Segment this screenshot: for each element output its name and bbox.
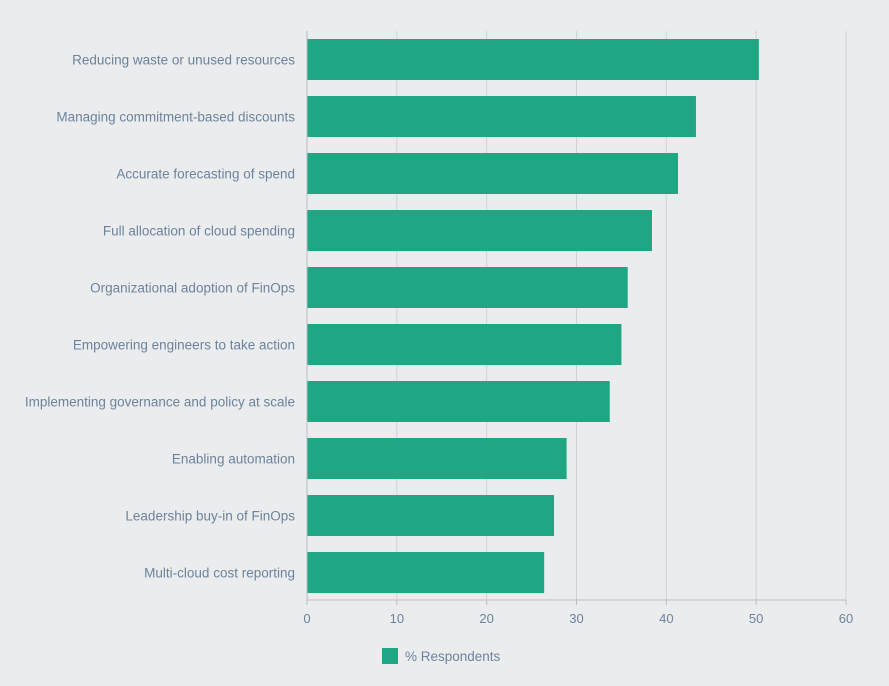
category-label: Enabling automation xyxy=(172,452,295,467)
category-label: Accurate forecasting of spend xyxy=(116,167,295,182)
bar[interactable] xyxy=(307,39,759,80)
bar[interactable] xyxy=(307,552,545,593)
category-label: Leadership buy-in of FinOps xyxy=(125,509,295,524)
bar[interactable] xyxy=(307,153,679,194)
category-label: Full allocation of cloud spending xyxy=(103,224,295,239)
x-tick-label: 30 xyxy=(569,611,583,626)
x-tick-label: 20 xyxy=(479,611,493,626)
x-tick-label: 0 xyxy=(303,611,310,626)
bar[interactable] xyxy=(307,324,622,365)
category-label: Organizational adoption of FinOps xyxy=(90,281,295,296)
bar[interactable] xyxy=(307,438,567,479)
legend-label[interactable]: % Respondents xyxy=(405,649,501,664)
category-label: Multi-cloud cost reporting xyxy=(144,566,295,581)
legend[interactable]: % Respondents xyxy=(382,648,501,664)
category-label: Managing commitment-based discounts xyxy=(56,110,295,125)
bar[interactable] xyxy=(307,96,696,137)
x-tick-label: 50 xyxy=(749,611,763,626)
category-labels: Reducing waste or unused resources Managi… xyxy=(25,53,295,581)
category-label: Reducing waste or unused resources xyxy=(72,53,295,68)
x-tick-label: 10 xyxy=(390,611,404,626)
bars xyxy=(307,39,759,593)
x-tick-labels: 0 10 20 30 40 50 60 xyxy=(303,611,853,626)
bar[interactable] xyxy=(307,495,555,536)
axes xyxy=(306,31,847,605)
legend-swatch[interactable] xyxy=(382,648,398,664)
category-label: Empowering engineers to take action xyxy=(73,338,295,353)
x-tick-label: 40 xyxy=(659,611,673,626)
category-label: Implementing governance and policy at sc… xyxy=(25,395,295,410)
x-tick-label: 60 xyxy=(839,611,853,626)
bar[interactable] xyxy=(307,267,628,308)
bar[interactable] xyxy=(307,381,610,422)
bar[interactable] xyxy=(307,210,652,251)
